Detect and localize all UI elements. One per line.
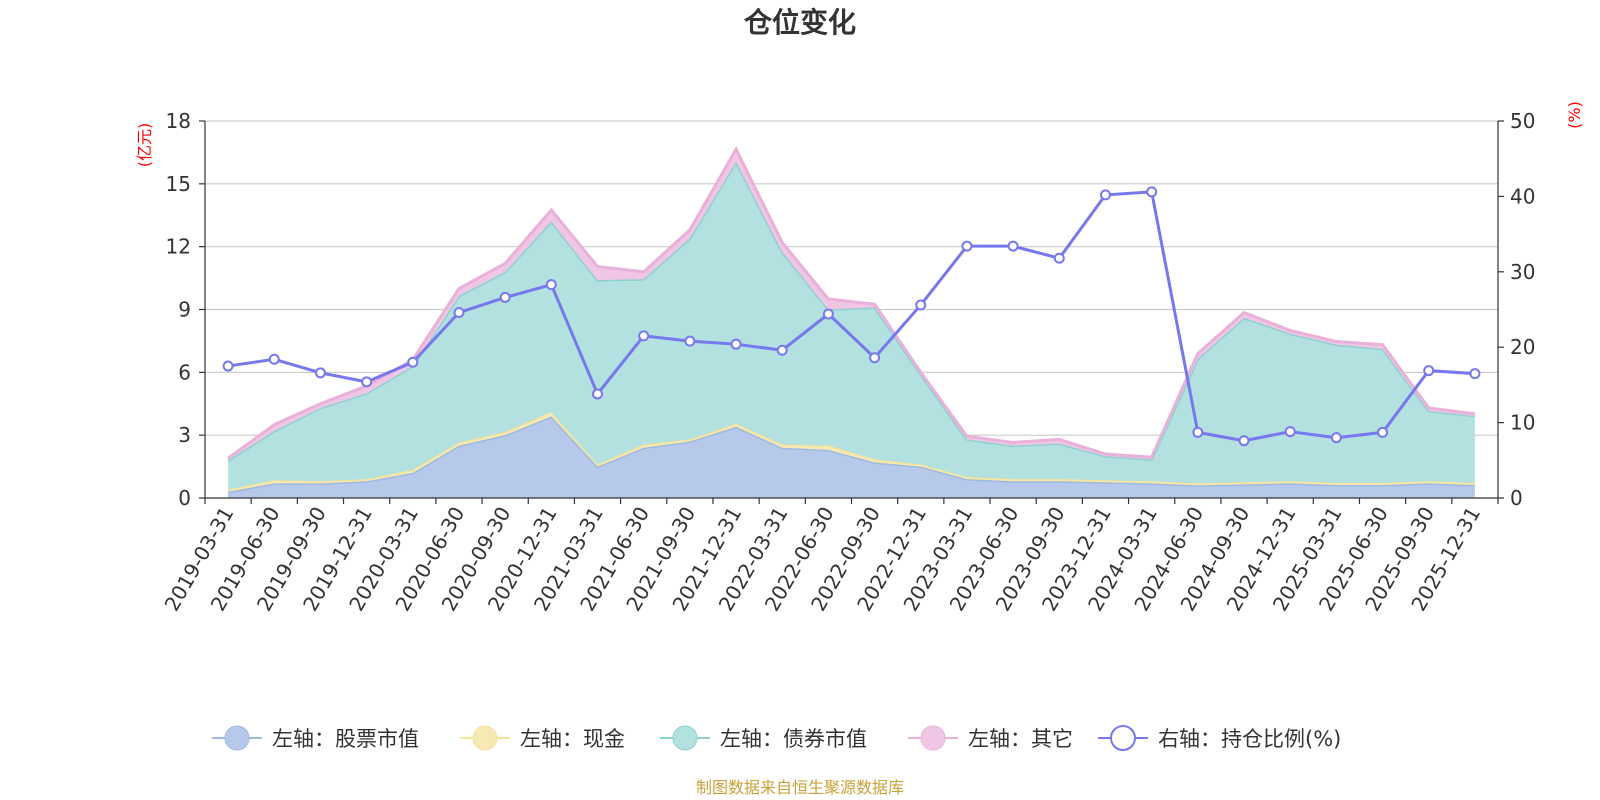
ratio-point [915, 299, 927, 311]
left-tick-label: 18 [166, 109, 191, 133]
legend-label: 左轴：现金 [520, 727, 625, 751]
ratio-point [1469, 368, 1481, 380]
right-tick-label: 0 [1510, 486, 1523, 510]
ratio-point [961, 240, 973, 252]
legend-marker [224, 725, 250, 751]
ratio-point [1007, 240, 1019, 252]
chart-title: 仓位变化 [744, 6, 856, 39]
right-tick-label: 40 [1510, 184, 1535, 208]
legend-label: 左轴：债券市值 [720, 727, 867, 751]
right-axis-unit: (%) [1565, 101, 1584, 129]
ratio-point [453, 307, 465, 319]
line-series [222, 186, 1481, 447]
ratio-point [361, 376, 373, 388]
left-tick-label: 6 [178, 360, 191, 384]
area-左轴：债券市值 [228, 161, 1475, 490]
ratio-point [1330, 432, 1342, 444]
ratio-point [776, 344, 788, 356]
right-tick-label: 20 [1510, 335, 1535, 359]
ratio-point [730, 338, 742, 350]
ratio-point [1099, 189, 1111, 201]
area-edge-左轴：其它 [227, 146, 1476, 460]
ratio-line [227, 190, 1476, 443]
legend: 左轴：股票市值 左轴：现金 左轴：债券市值 左轴：其它 右轴：持仓比例(%) [212, 725, 1341, 751]
right-tick-label: 10 [1510, 411, 1535, 435]
ratio-point [1053, 252, 1065, 264]
ratio-point [222, 360, 234, 372]
ratio-point [638, 330, 650, 342]
legend-marker [672, 725, 698, 751]
ratio-point [1238, 435, 1250, 447]
left-tick-label: 3 [178, 423, 191, 447]
right-tick-label: 50 [1510, 109, 1535, 133]
left-tick-label: 12 [166, 235, 191, 259]
area-series [227, 146, 1476, 498]
ratio-point [1423, 365, 1435, 377]
left-tick-label: 15 [166, 172, 191, 196]
ratio-point [869, 352, 881, 364]
legend-marker [1110, 725, 1136, 751]
ratio-point [314, 367, 326, 379]
legend-label: 右轴：持仓比例(%) [1158, 727, 1341, 751]
legend-marker [920, 725, 946, 751]
data-source-note: 制图数据来自恒生聚源数据库 [696, 778, 904, 797]
ratio-point [268, 353, 280, 365]
left-axis-unit: (亿元) [135, 123, 154, 168]
right-tick-label: 30 [1510, 260, 1535, 284]
ratio-point [1192, 426, 1204, 438]
ratio-point [499, 291, 511, 303]
legend-label: 左轴：股票市值 [272, 727, 419, 751]
ratio-point [1146, 186, 1158, 198]
ratio-point [1284, 426, 1296, 438]
ratio-point [684, 335, 696, 347]
left-tick-label: 9 [178, 298, 191, 322]
area-左轴：其它 [228, 149, 1475, 461]
legend-marker [472, 725, 498, 751]
left-tick-label: 0 [178, 486, 191, 510]
ratio-point [822, 308, 834, 320]
ratio-point [545, 279, 557, 291]
ratio-point [1377, 426, 1389, 438]
legend-label: 左轴：其它 [968, 727, 1073, 751]
ratio-point [592, 388, 604, 400]
ratio-point [407, 356, 419, 368]
